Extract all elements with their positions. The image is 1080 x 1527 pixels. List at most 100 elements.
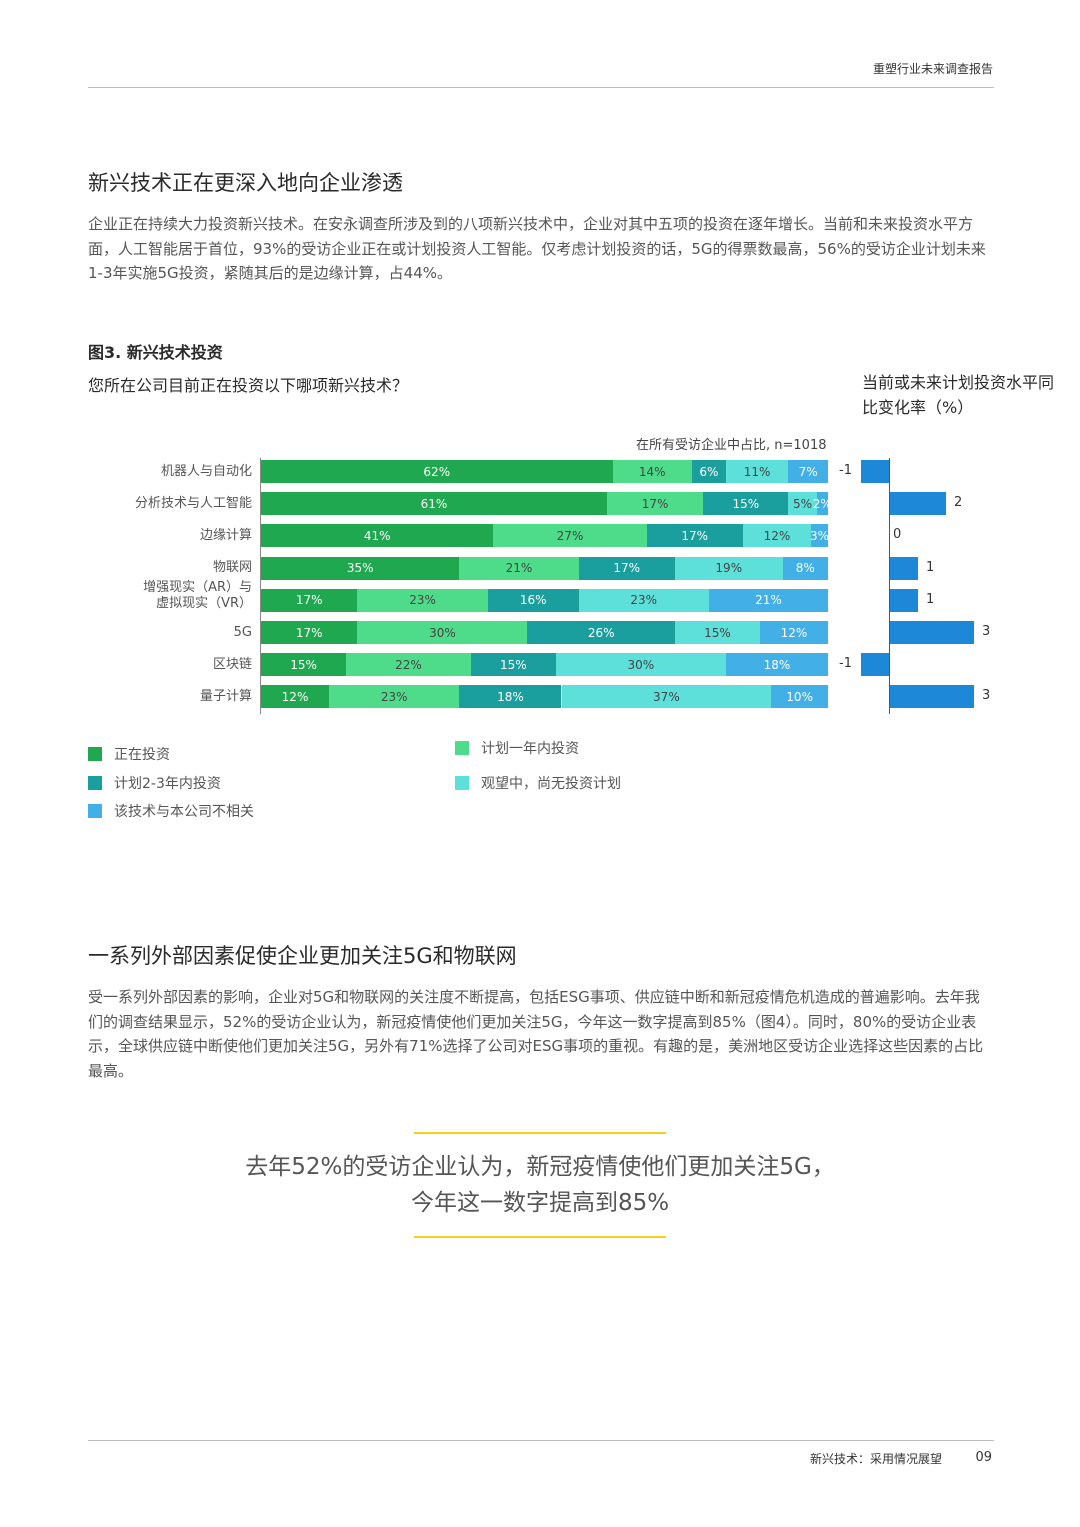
stacked-bar: 17% 30% 26% 15% 12% — [261, 621, 828, 644]
legend-label: 计划2-3年内投资 — [114, 776, 221, 792]
bar-segment: 12% — [261, 685, 330, 709]
bar-segment: 7% — [788, 460, 828, 483]
bar-segment: 62% — [261, 460, 613, 483]
legend-swatch — [455, 741, 469, 755]
bar-segment: 30% — [555, 653, 726, 677]
category-label: 物联网 — [213, 560, 252, 576]
section1-paragraph: 企业正在持续大力投资新兴技术。在安永调查所涉及到的八项新兴技术中，企业对其中五项… — [88, 215, 986, 282]
legend-swatch — [455, 776, 469, 790]
yoy-bar — [861, 653, 889, 677]
bar-segment: 12% — [759, 621, 828, 644]
category-label-line: 物联网 — [212, 560, 252, 576]
bar-segment: 2% — [813, 492, 832, 516]
bar-segment: 23% — [578, 588, 709, 612]
category-label-line: 区块链 — [212, 656, 252, 672]
bar-segment: 21% — [708, 588, 828, 612]
bar-segment: 16% — [487, 588, 579, 612]
stacked-bar: 61% 17% 15% 5% 2% — [261, 492, 832, 516]
yoy-value-label: 3 — [982, 688, 991, 704]
category-label: 边缘计算 — [200, 528, 252, 544]
category-label: 量子计算 — [200, 689, 252, 705]
legend-label: 观望中，尚无投资计划 — [481, 776, 621, 792]
section2-heading: 一系列外部因素促使企业更加关注5G和物联网 — [88, 944, 517, 968]
bar-segment: 41% — [261, 524, 494, 548]
category-label: 分析技术与人工智能 — [135, 496, 252, 512]
bar-segment: 14% — [612, 460, 692, 483]
bar-segment: 18% — [725, 653, 828, 677]
stacked-bar: 41% 27% 17% 12% 3% — [261, 524, 829, 548]
category-label-line: 虚拟现实（VR） — [156, 596, 252, 612]
stacked-bar: 12% 23% 18% 37% 10% — [261, 685, 828, 709]
legend-swatch — [88, 776, 102, 790]
category-label: 5G — [234, 625, 252, 641]
category-label-line: 边缘计算 — [199, 527, 252, 543]
bar-segment: 10% — [771, 685, 828, 709]
bar-segment: 8% — [782, 556, 828, 580]
stacked-bar: 15% 22% 15% 30% 18% — [261, 653, 828, 677]
yoy-bar — [890, 492, 946, 516]
yoy-value-label: 1 — [926, 559, 935, 575]
yoy-heading: 当前或未来计划投资水平同比变化率（%） — [862, 373, 1055, 417]
category-label-line: 量子计算 — [199, 688, 252, 704]
bar-segment: 15% — [470, 653, 556, 677]
yoy-value-label: 3 — [982, 624, 991, 639]
stacked-bar: 17% 23% 16% 23% 21% — [261, 588, 828, 612]
yoy-bar — [890, 685, 974, 709]
legend-item: 观望中，尚无投资计划 — [455, 773, 621, 793]
legend-item: 正在投资 — [88, 744, 170, 764]
yoy-value-label: 2 — [954, 495, 963, 511]
legend-item: 计划2-3年内投资 — [88, 773, 221, 793]
yoy-bar — [890, 621, 974, 644]
quote-bottom-rule — [414, 1236, 666, 1238]
yoy-bar — [890, 588, 918, 612]
legend-swatch — [88, 747, 102, 761]
category-label-line: 5G — [233, 624, 252, 640]
yoy-value-label: 1 — [926, 591, 935, 607]
yoy-value-label: -1 — [839, 463, 852, 478]
pull-quote-line2: 今年这一数字提高到85% — [410, 1190, 670, 1216]
bar-segment: 12% — [742, 524, 811, 548]
category-label: 机器人与自动化 — [161, 464, 252, 480]
bar-segment: 19% — [674, 556, 783, 580]
bar-segment: 37% — [561, 685, 772, 709]
footer-divider — [88, 1440, 994, 1441]
bar-segment: 11% — [725, 460, 789, 483]
bar-segment: 3% — [810, 524, 829, 548]
bar-segment: 15% — [674, 621, 760, 644]
category-label-line: 机器人与自动化 — [160, 463, 252, 479]
bar-segment: 35% — [261, 556, 460, 580]
category-label: 区块链 — [213, 657, 252, 673]
bar-segment: 15% — [703, 492, 789, 516]
bar-segment: 5% — [788, 492, 817, 516]
quote-top-rule — [414, 1132, 666, 1134]
legend-item: 计划一年内投资 — [455, 738, 579, 758]
figure-question: 您所在公司目前正在投资以下哪项新兴技术？ — [88, 376, 409, 395]
footer-text: 新兴技术：采用情况展望 — [809, 1452, 942, 1466]
bar-segment: 6% — [691, 460, 726, 483]
bar-segment: 17% — [646, 524, 743, 548]
category-label-line: 增强现实（AR）与 — [143, 580, 252, 596]
legend-label: 正在投资 — [114, 747, 170, 763]
yoy-value-label: 0 — [893, 527, 902, 543]
category-label: 增强现实（AR）与 虚拟现实（VR） — [143, 580, 252, 612]
bar-segment: 27% — [493, 524, 647, 548]
legend-label: 计划一年内投资 — [481, 741, 579, 757]
bar-segment: 17% — [606, 492, 704, 516]
legend-swatch — [88, 804, 102, 818]
section1-heading: 新兴技术正在更深入地向企业渗透 — [88, 171, 403, 195]
figure-label: 图3. 新兴技术投资 — [88, 343, 223, 362]
bar-segment: 22% — [346, 653, 471, 677]
yoy-bar — [890, 556, 918, 580]
bar-segment: 18% — [459, 685, 562, 709]
header-divider — [88, 87, 994, 88]
stacked-bar: 35% 21% 17% 19% 8% — [261, 556, 828, 580]
yoy-zero-axis — [889, 458, 890, 714]
section2-paragraph: 受一系列外部因素的影响，企业对5G和物联网的关注度不断提高，包括ESG事项、供应… — [88, 988, 984, 1080]
bar-segment: 17% — [578, 556, 675, 580]
bar-segment: 23% — [329, 685, 460, 709]
pull-quote-line1: 去年52%的受访企业认为，新冠疫情使他们更加关注5G， — [245, 1154, 835, 1180]
bar-segment: 15% — [261, 653, 347, 677]
bar-segment: 17% — [261, 588, 358, 612]
bar-segment: 30% — [357, 621, 528, 644]
bar-segment: 21% — [459, 556, 579, 580]
